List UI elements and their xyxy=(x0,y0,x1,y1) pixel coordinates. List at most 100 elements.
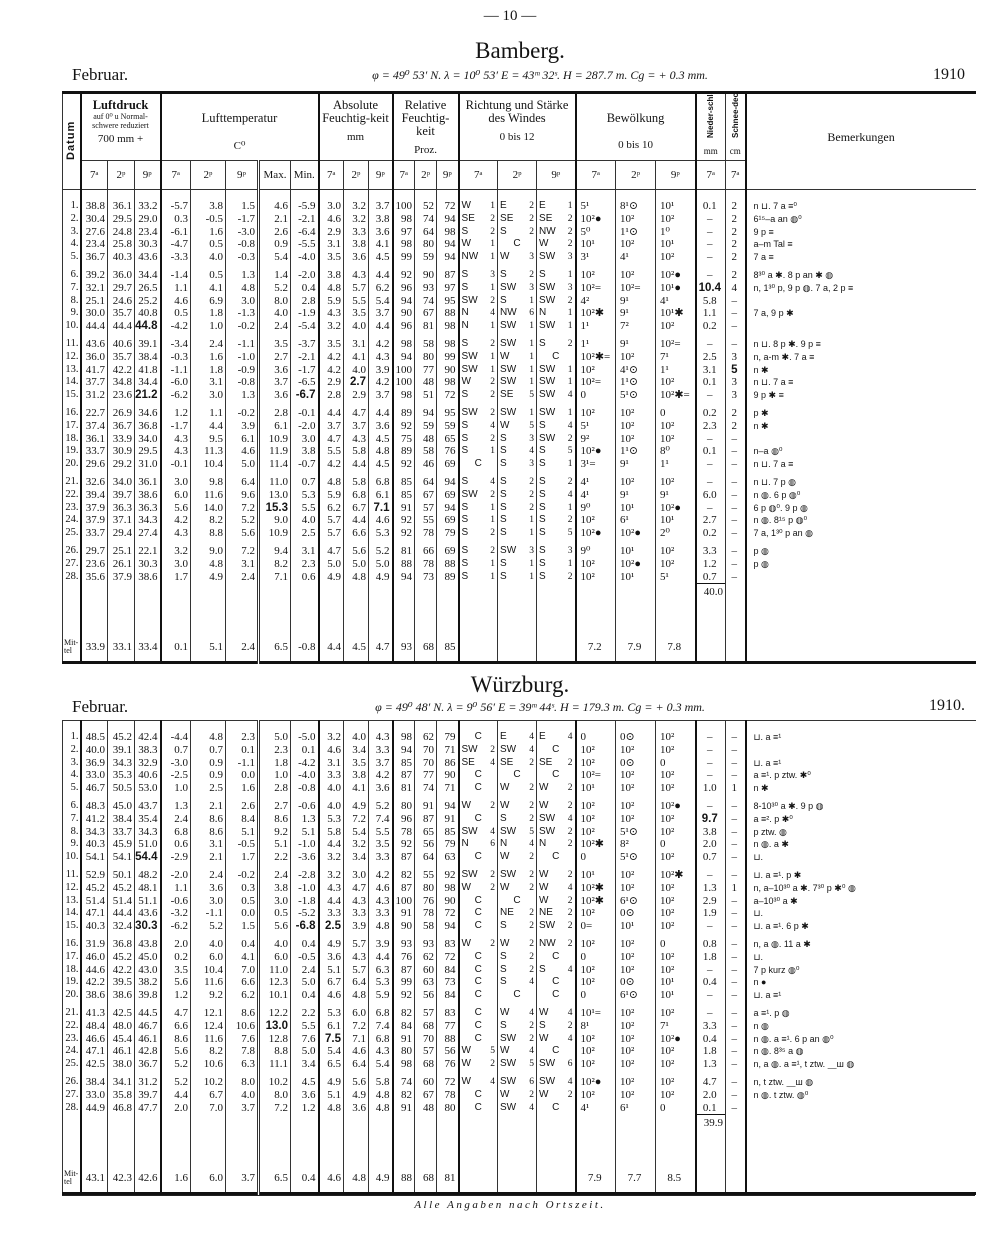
temp-2p-cell: 2.1 xyxy=(190,851,226,869)
abs-hum-2p-cell: 3.2 xyxy=(343,200,369,213)
table-row: 22. 48.4 48.0 46.7 6.6 12.4 10.6 13.0 5.5 6.1 7.2 7… xyxy=(62,1019,976,1033)
wind-direction: S xyxy=(539,1019,546,1031)
temp-max-cell: 8.2 xyxy=(257,557,291,571)
wind-force: 2 xyxy=(567,515,573,526)
temp-7a-cell: -3.4 xyxy=(159,337,191,351)
temp-9p-cell: 3.7 xyxy=(225,1164,259,1196)
precipitation-cell: 0.7 xyxy=(694,570,726,584)
wind-9p-cell xyxy=(536,633,576,665)
abs-hum-2p-cell: 4.4 xyxy=(343,514,369,528)
temp-7a-cell: -1.7 xyxy=(159,419,191,433)
wind-direction: SW xyxy=(539,376,556,388)
snow-depth-cell: 1 xyxy=(725,782,746,800)
temp-9p-cell: 1.3 xyxy=(225,268,259,282)
table-row: 28. 44.9 46.8 47.7 2.0 7.0 3.7 7.2 1.2 4.8 3.6 4.8 9… xyxy=(62,1101,976,1115)
wind-2p-cell xyxy=(497,189,537,200)
pressure-2p-cell: 29.5 xyxy=(107,212,135,226)
rel-hum-2p-cell: 78 xyxy=(414,557,437,571)
wind-7a-cell xyxy=(457,720,498,731)
date-cell: 8. xyxy=(62,294,81,308)
abs-hum-7a-cell: 5.3 xyxy=(317,812,344,826)
abs-hum-9p-cell: 3.5 xyxy=(368,838,393,852)
wind-direction: C xyxy=(474,963,482,975)
pressure-2p-cell: 34.1 xyxy=(107,1075,135,1089)
temp-2p-cell: 0.7 xyxy=(190,743,226,757)
date-cell: 2. xyxy=(62,743,81,757)
temp-max-cell: 2.2 xyxy=(257,851,291,869)
temp-7a-cell: 0.2 xyxy=(159,950,191,964)
temp-max-cell: 0.9 xyxy=(257,238,291,252)
wind-direction: S xyxy=(500,514,507,526)
rel-hum-7a-cell xyxy=(391,583,415,600)
abs-hum-7a-cell: 4.6 xyxy=(317,1164,344,1196)
pressure-9p-cell: 53.0 xyxy=(134,782,161,800)
cloud-9p-cell: 7.8 xyxy=(655,633,696,665)
wind-9p-cell: C xyxy=(536,350,576,364)
wind-direction: S xyxy=(539,501,546,513)
cloud-7a-cell: 10² xyxy=(574,268,616,282)
rel-hum-9p-cell: 72 xyxy=(436,200,459,213)
pressure-2p-cell xyxy=(107,189,135,200)
snow-depth-cell: – xyxy=(725,320,746,338)
wind-9p-cell: SE 2 xyxy=(536,756,576,770)
temp-2p-cell: 8.2 xyxy=(190,514,226,528)
temp-max-cell: 3.5 xyxy=(257,337,291,351)
temp-7a-cell: -3.3 xyxy=(159,251,191,269)
temp-7a-cell: -6.0 xyxy=(159,376,191,390)
rel-hum-9p-cell: 72 xyxy=(436,907,459,921)
wind-direction: C xyxy=(474,1088,482,1100)
cloud-7a-cell: 10² xyxy=(574,799,616,813)
wind-direction: W xyxy=(539,1006,549,1018)
rel-hum-9p-cell: 94 xyxy=(436,475,459,489)
temp-min-cell: -2.1 xyxy=(289,212,319,226)
temp-2p-cell: 4.4 xyxy=(190,419,226,433)
wind-force: 2 xyxy=(529,226,535,237)
temp-7a-cell: 4.4 xyxy=(159,1088,191,1102)
cloud-7a-cell: 9⁰ xyxy=(574,544,616,558)
rel-hum-9p-cell xyxy=(436,720,459,731)
cloud-7a-cell: 0= xyxy=(574,920,616,938)
snow-depth-cell: 2 xyxy=(725,200,746,213)
wind-force: 4 xyxy=(567,420,573,431)
wind-direction: W xyxy=(500,419,510,431)
temp-2p-cell: 3.6 xyxy=(190,881,226,895)
wind-direction: SW xyxy=(539,1075,556,1087)
wind-title: Richtung und Stärke des Windes xyxy=(465,98,569,125)
rel-hum-7a-cell: 100 xyxy=(391,200,415,213)
remark-cell: n ⊔. 7 a ≡ xyxy=(744,376,976,390)
date-cell: 1. xyxy=(62,731,81,744)
wind-direction: C xyxy=(552,1101,560,1113)
wind-unit: 0 bis 12 xyxy=(499,131,535,143)
temp-9p-cell xyxy=(225,720,259,731)
table-row: 1. 48.5 45.2 42.4 -4.4 4.8 2.3 5.0 -5.0 3.2 4.0 4.3… xyxy=(62,731,976,744)
remark-cell: a–10³⁰ a ✱ xyxy=(744,894,976,908)
temp-max-cell: 2.8 xyxy=(257,406,291,420)
rel-hum-9p-cell: 69 xyxy=(436,458,459,476)
cloud-9p-cell: 10² xyxy=(655,251,696,269)
cloud-9p-cell: 10² xyxy=(655,376,696,390)
temp-min-cell: 1.3 xyxy=(290,812,319,826)
table-row: 11. 52.9 50.1 48.2 -2.0 2.4 -0.2 2.4 -2.8 3.2 3.0 4… xyxy=(62,868,976,882)
rel-hum-9p-cell: 98 xyxy=(436,225,459,239)
abs-hum-2p-cell: 6.0 xyxy=(343,1006,369,1020)
temp-max-cell: 10.9 xyxy=(257,527,291,545)
pressure-7a-cell: 36.1 xyxy=(79,432,108,446)
wind-7a-cell: SW 2 xyxy=(457,406,498,420)
rel-hum-7a-cell: 85 xyxy=(391,756,415,770)
abs-hum-2p-cell: 6.4 xyxy=(343,976,369,990)
snow-depth-cell: 3 xyxy=(725,389,746,407)
pressure-7a-cell: 45.2 xyxy=(79,881,108,895)
pressure-2p-cell: 23.6 xyxy=(107,389,135,407)
abs-hum-9p-cell: 4.9 xyxy=(368,570,393,584)
precipitation-cell: 1.9 xyxy=(694,907,726,921)
wind-direction: W xyxy=(500,937,510,949)
remark-cell: p ztw. ◍ xyxy=(744,825,976,839)
temp-max-cell: 12.2 xyxy=(257,1006,291,1020)
pressure-2p-cell: 33.7 xyxy=(107,825,135,839)
